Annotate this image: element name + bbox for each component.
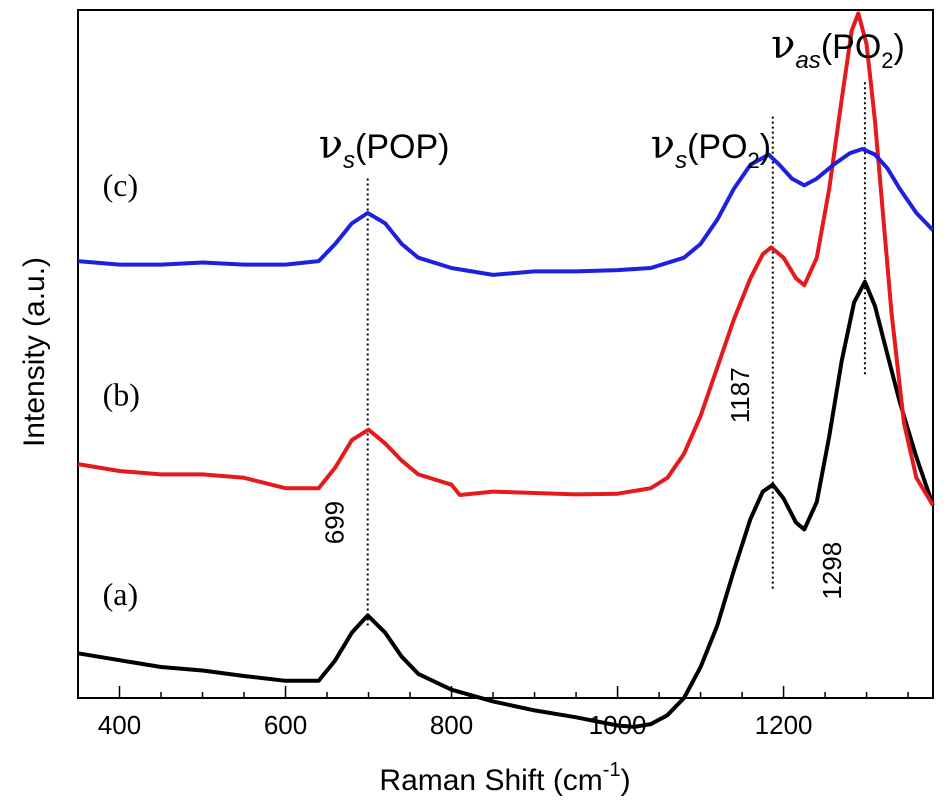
mode-subscript: as [795, 47, 820, 74]
peak-value-label: 1187 [725, 367, 755, 423]
nu-symbol: ν [651, 122, 675, 168]
x-tick-labels: 400 600 800 1000 1200 [98, 710, 813, 740]
x-tick-label: 400 [98, 710, 141, 740]
mode-text-end: ) [894, 28, 905, 66]
series-tag: (a) [103, 576, 139, 612]
vibration-mode-labels: νs(POP) νs(PO2)νas(PO2) [319, 22, 905, 174]
peak-value-label: 1298 [817, 542, 847, 600]
x-tick-label: 600 [264, 710, 307, 740]
mode-label: νas(PO2) [771, 22, 905, 74]
x-axis-title-sup: -1 [603, 759, 621, 781]
peak-marker-lines [366, 82, 866, 626]
y-axis-title: Intensity (a.u.) [18, 257, 51, 447]
mode-subscript-2: 2 [748, 148, 760, 173]
mode-label: νs(PO2) [651, 122, 771, 174]
mode-subscript-2: 2 [881, 48, 893, 73]
mode-text: (POP) [355, 128, 449, 166]
series-line-c [77, 147, 935, 277]
mode-text: (PO [821, 28, 881, 66]
nu-symbol: ν [771, 22, 795, 68]
series-line-b [77, 11, 935, 507]
mode-subscript: s [675, 147, 687, 174]
x-tick-label: 800 [430, 710, 473, 740]
x-axis-title: Raman Shift (cm-1) [379, 759, 630, 797]
mode-text-end: ) [760, 128, 771, 166]
x-axis-title-end: ) [621, 764, 631, 797]
series-tag: (b) [103, 377, 140, 413]
mode-subscript: s [343, 147, 355, 174]
mode-text: (PO [687, 128, 747, 166]
x-tick-label: 1200 [755, 710, 813, 740]
nu-symbol: ν [319, 122, 343, 168]
series-tag: (c) [103, 167, 139, 203]
peak-value-labels: 699 1187 1298 [320, 367, 847, 599]
x-axis-title-main: Raman Shift (cm [379, 764, 602, 797]
series-tags: (c) (b) (a) [103, 167, 140, 612]
peak-value-label: 699 [320, 501, 350, 544]
series-lines [77, 11, 935, 729]
x-axis-ticks [77, 686, 909, 698]
plot-frame [77, 9, 934, 699]
series-line-a [77, 279, 935, 729]
mode-label: νs(POP) [319, 122, 450, 174]
